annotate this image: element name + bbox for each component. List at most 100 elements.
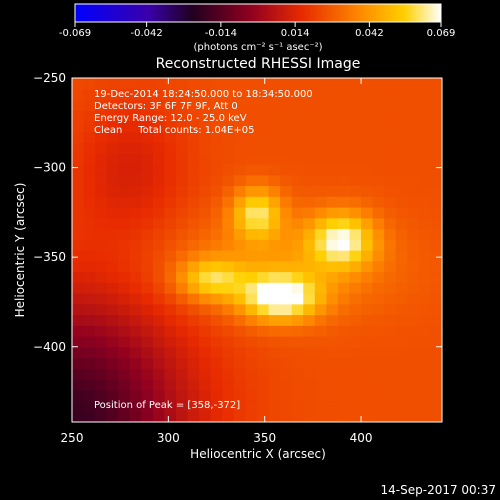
heatmap-cell (303, 228, 316, 240)
heatmap-cell (95, 282, 108, 294)
heatmap-cell (372, 303, 385, 316)
heatmap-cell (164, 314, 177, 326)
heatmap-cell (129, 78, 142, 90)
heatmap-cell (141, 379, 154, 391)
heatmap-cell (337, 174, 351, 187)
heatmap-cell (187, 303, 200, 316)
heatmap-cell (72, 131, 85, 144)
heatmap-cell (314, 282, 327, 294)
heatmap-cell (245, 250, 258, 262)
footer-timestamp: 14-Sep-2017 00:37 (381, 483, 496, 497)
heatmap-cell (361, 78, 374, 90)
heatmap-cell (106, 131, 119, 144)
heatmap-cell (337, 357, 351, 369)
heatmap-cell (326, 325, 339, 337)
heatmap-cell (210, 336, 223, 348)
heatmap-cell (326, 174, 339, 187)
heatmap-cell (337, 346, 351, 359)
heatmap-cell (106, 303, 119, 316)
heatmap-cell (245, 282, 258, 294)
heatmap-cell (361, 185, 374, 197)
heatmap-cell (326, 336, 339, 348)
heatmap-cell (164, 164, 177, 176)
heatmap-cell (257, 303, 270, 316)
heatmap-cell (337, 228, 351, 240)
heatmap-cell (187, 314, 200, 326)
heatmap-cell (407, 217, 420, 230)
heatmap-cell (129, 368, 142, 380)
heatmap-cell (268, 207, 281, 219)
heatmap-cell (187, 88, 200, 101)
heatmap-cell (118, 303, 131, 316)
heatmap-cell (303, 368, 316, 380)
heatmap-cell (222, 293, 235, 305)
heatmap-cell (349, 260, 362, 273)
heatmap-cell (152, 174, 166, 187)
heatmap-cell (95, 325, 108, 337)
heatmap-cell (257, 142, 270, 154)
heatmap-cell (245, 368, 258, 380)
heatmap-cell (106, 293, 119, 305)
heatmap-cell (337, 336, 351, 348)
heatmap-cell (164, 325, 177, 337)
heatmap-cell (72, 389, 85, 402)
heatmap-cell (280, 131, 293, 144)
heatmap-cell (187, 99, 200, 111)
heatmap-cell (129, 271, 142, 283)
heatmap-cell (245, 142, 258, 154)
heatmap-cell (72, 121, 85, 133)
heatmap-cell (407, 400, 420, 412)
heatmap-cell (118, 78, 131, 90)
heatmap-cell (291, 357, 304, 369)
heatmap-cell (384, 239, 397, 251)
heatmap-cell (395, 88, 408, 101)
heatmap-cell (152, 131, 166, 144)
heatmap-cell (291, 121, 304, 133)
heatmap-cell (164, 389, 177, 402)
heatmap-cell (141, 174, 154, 187)
heatmap-cell (72, 260, 85, 273)
heatmap-cell (222, 88, 235, 101)
heatmap-cell (268, 164, 281, 176)
heatmap-cell (222, 411, 235, 422)
heatmap-cell (395, 357, 408, 369)
heatmap-cell (72, 239, 85, 251)
heatmap-cell (372, 110, 385, 122)
heatmap-cell (257, 250, 270, 262)
heatmap-cell (72, 271, 85, 283)
heatmap-cell (152, 142, 166, 154)
heatmap-cell (314, 228, 327, 240)
heatmap-cell (314, 217, 327, 230)
heatmap-cell (407, 303, 420, 316)
heatmap-cell (210, 142, 223, 154)
heatmap-cell (72, 357, 85, 369)
heatmap-cell (222, 217, 235, 230)
heatmap-cell (199, 164, 212, 176)
heatmap-cell (152, 368, 166, 380)
heatmap-cell (106, 400, 119, 412)
heatmap-cell (106, 282, 119, 294)
heatmap-cell (106, 164, 119, 176)
heatmap-cell (233, 99, 247, 111)
heatmap-cell (291, 88, 304, 101)
heatmap-cell (418, 217, 432, 230)
colorbar-ticks: -0.069 -0.042 -0.014 0.014 0.042 0.069 (59, 22, 455, 39)
heatmap-cell (349, 196, 362, 208)
heatmap-cell (222, 400, 235, 412)
heatmap-cell (118, 196, 131, 208)
heatmap-cell (303, 400, 316, 412)
heatmap-cell (257, 164, 270, 176)
heatmap-cell (83, 174, 96, 187)
heatmap-cell (210, 400, 223, 412)
heatmap-cell (430, 282, 442, 294)
heatmap-cell (372, 174, 385, 187)
heatmap-cell (430, 239, 442, 251)
heatmap-cell (430, 389, 442, 402)
heatmap-cell (326, 346, 339, 359)
heatmap-cell (95, 196, 108, 208)
heatmap-cell (303, 389, 316, 402)
heatmap-cell (384, 400, 397, 412)
heatmap-cell (245, 346, 258, 359)
heatmap-cell (418, 196, 432, 208)
heatmap-cell (395, 217, 408, 230)
